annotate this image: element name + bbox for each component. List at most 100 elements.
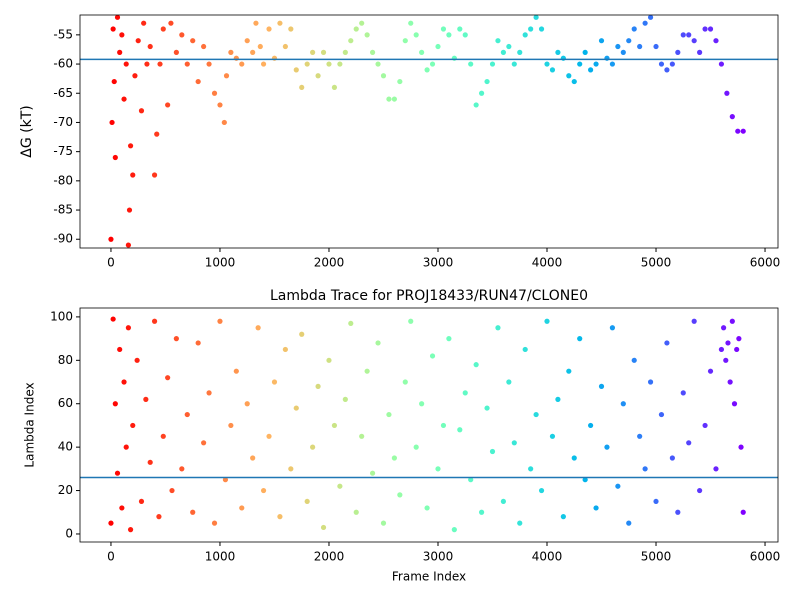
point: [511, 61, 517, 67]
point: [620, 401, 626, 407]
point: [571, 78, 577, 85]
point: [555, 49, 561, 55]
point: [130, 172, 136, 178]
point: [740, 509, 746, 515]
point: [111, 78, 117, 85]
y-tick-label: 100: [50, 309, 73, 323]
point: [326, 61, 332, 67]
point: [478, 509, 485, 515]
point: [173, 336, 179, 342]
point: [642, 20, 648, 26]
point: [658, 61, 665, 67]
point: [571, 455, 577, 461]
point: [195, 78, 201, 85]
point: [173, 49, 179, 55]
point: [156, 514, 162, 520]
point: [408, 318, 414, 324]
x-tick-label: 3000: [423, 256, 454, 270]
point: [359, 433, 365, 439]
point: [147, 43, 153, 50]
point: [484, 405, 490, 411]
point: [154, 131, 160, 137]
point: [179, 32, 185, 38]
plot-area: [80, 15, 778, 248]
point: [364, 368, 370, 374]
point: [320, 524, 327, 531]
point: [419, 49, 425, 55]
point: [435, 466, 441, 472]
point: [134, 357, 140, 363]
point: [190, 38, 196, 44]
point: [637, 43, 643, 50]
point: [609, 325, 616, 331]
point: [702, 422, 708, 429]
point: [386, 96, 392, 102]
point: [160, 26, 166, 32]
point: [201, 440, 207, 446]
point: [626, 520, 632, 526]
point: [538, 487, 545, 494]
point: [331, 84, 338, 91]
point: [500, 49, 507, 55]
point: [582, 477, 588, 483]
point: [588, 422, 594, 429]
point: [266, 26, 272, 32]
point: [734, 346, 740, 353]
y-tick-label: -70: [53, 115, 73, 129]
point: [119, 32, 125, 38]
point: [228, 49, 234, 55]
point: [528, 26, 534, 32]
point: [337, 61, 343, 67]
point: [577, 61, 583, 67]
point: [424, 67, 430, 73]
point: [462, 32, 468, 38]
point: [549, 433, 556, 439]
point: [331, 422, 338, 429]
x-tick-label: 6000: [750, 550, 781, 564]
point: [127, 143, 134, 149]
point: [468, 477, 474, 483]
point: [125, 242, 132, 248]
point: [126, 207, 133, 213]
point: [702, 26, 708, 32]
point: [653, 43, 659, 50]
point: [253, 20, 259, 26]
point: [380, 520, 387, 526]
point: [288, 26, 294, 32]
point: [112, 154, 118, 161]
point: [299, 331, 305, 337]
point: [206, 390, 212, 396]
point: [114, 15, 121, 20]
point: [544, 61, 550, 67]
point: [593, 505, 599, 511]
point: [489, 448, 496, 455]
point: [250, 49, 256, 55]
point: [315, 73, 321, 79]
point: [435, 43, 441, 50]
y-tick-label: -80: [53, 173, 73, 187]
point: [738, 444, 744, 450]
point: [348, 320, 354, 327]
point: [143, 396, 149, 402]
point: [364, 32, 370, 38]
point: [121, 96, 127, 102]
point: [110, 316, 116, 322]
point: [282, 43, 288, 50]
point: [217, 318, 223, 324]
point: [566, 368, 572, 374]
plot-area: [80, 316, 778, 533]
point: [255, 325, 261, 331]
point: [119, 505, 125, 511]
point: [691, 318, 697, 324]
point: [462, 390, 468, 396]
point: [244, 401, 250, 407]
point: [626, 38, 632, 44]
point: [141, 20, 147, 26]
point: [397, 78, 403, 85]
point: [691, 38, 697, 44]
point: [288, 466, 294, 472]
point: [686, 440, 692, 446]
point: [282, 346, 288, 353]
point: [669, 61, 675, 67]
point: [299, 84, 305, 91]
